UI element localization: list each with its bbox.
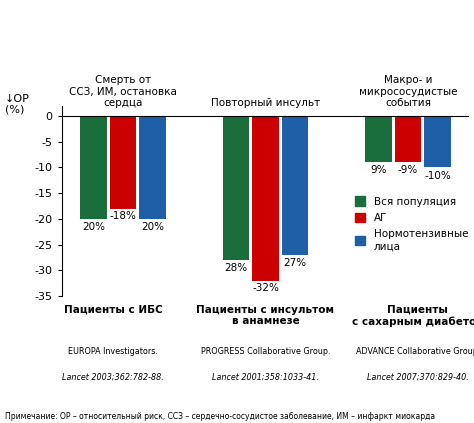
- Bar: [109, 116, 136, 209]
- Bar: [252, 116, 279, 281]
- Text: 27%: 27%: [283, 258, 307, 267]
- Text: EUROPA Investigators.: EUROPA Investigators.: [68, 347, 158, 356]
- Text: Пациенты
с сахарным диабетом: Пациенты с сахарным диабетом: [352, 305, 474, 327]
- Bar: [424, 116, 451, 168]
- Bar: [80, 116, 107, 219]
- Text: -10%: -10%: [424, 170, 451, 181]
- Text: Пациенты с инсультом
в анамнезе: Пациенты с инсультом в анамнезе: [196, 305, 335, 326]
- Text: PROGRESS Collaborative Group.: PROGRESS Collaborative Group.: [201, 347, 330, 356]
- Text: (%): (%): [5, 104, 24, 114]
- Text: -9%: -9%: [398, 165, 418, 176]
- Text: Lancet 2001;358:1033-41.: Lancet 2001;358:1033-41.: [212, 372, 319, 381]
- Text: Макро- и
микрососудистые
события: Макро- и микрососудистые события: [359, 75, 457, 108]
- Text: ADVANCE Collaborative Group.: ADVANCE Collaborative Group.: [356, 347, 474, 356]
- Bar: [223, 116, 249, 260]
- Bar: [395, 116, 421, 162]
- Text: Примечание: ОР – относительный риск, ССЗ – сердечно-сосудистое заболевание, ИМ –: Примечание: ОР – относительный риск, ССЗ…: [5, 412, 435, 421]
- Text: ↓ОР: ↓ОР: [5, 94, 29, 104]
- Text: 20%: 20%: [141, 222, 164, 231]
- Bar: [365, 116, 392, 162]
- Text: 9%: 9%: [370, 165, 387, 176]
- Text: -18%: -18%: [109, 211, 137, 221]
- Text: Lancet 2007;370:829-40.: Lancet 2007;370:829-40.: [367, 372, 469, 381]
- Text: Повторный инсульт: Повторный инсульт: [211, 98, 320, 108]
- Bar: [282, 116, 308, 255]
- Text: Пациенты с ИБС: Пациенты с ИБС: [64, 305, 163, 315]
- Legend: Вся популяция, АГ, Нормотензивные
лица: Вся популяция, АГ, Нормотензивные лица: [355, 197, 468, 251]
- Bar: [139, 116, 166, 219]
- Text: Смерть от
ССЗ, ИМ, остановка
сердца: Смерть от ССЗ, ИМ, остановка сердца: [69, 75, 177, 108]
- Text: -32%: -32%: [252, 283, 279, 293]
- Text: 28%: 28%: [224, 263, 247, 273]
- Text: 20%: 20%: [82, 222, 105, 231]
- Text: Lancet 2003;362:782-88.: Lancet 2003;362:782-88.: [62, 372, 164, 381]
